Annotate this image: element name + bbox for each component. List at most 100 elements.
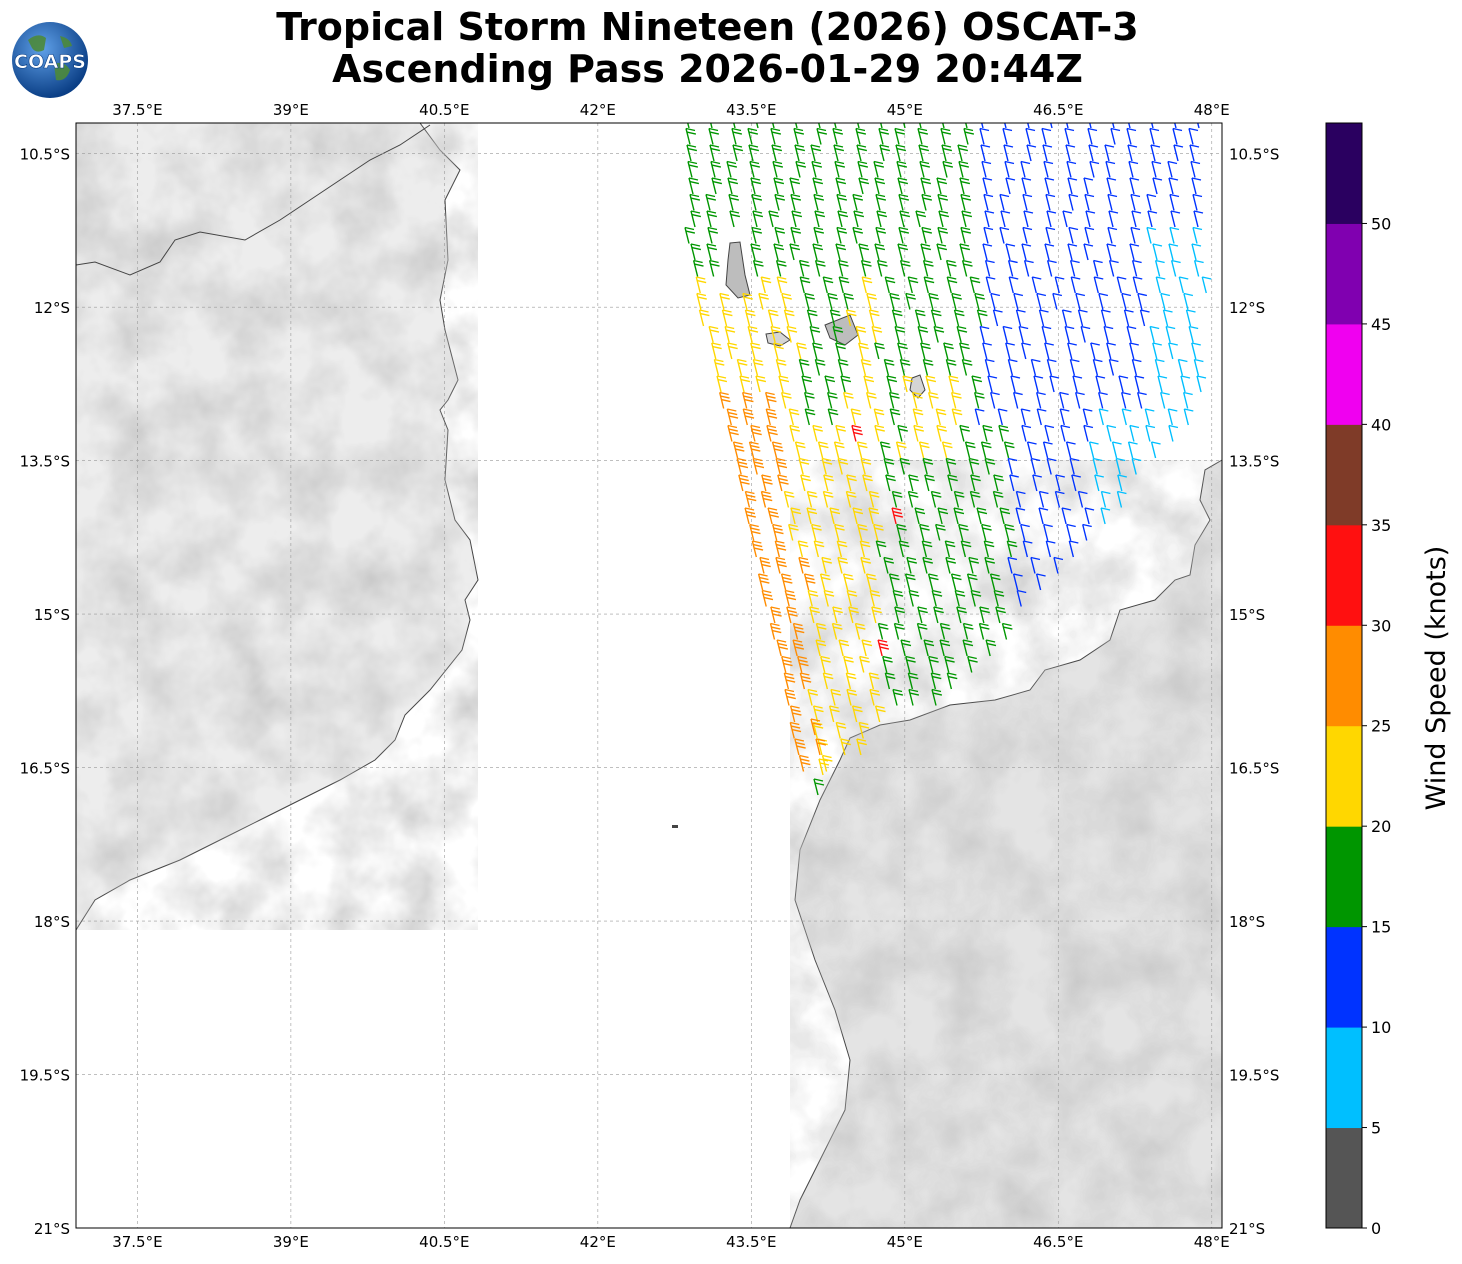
wind-barb	[687, 123, 690, 129]
wind-barb	[766, 424, 778, 442]
wind-barb	[724, 325, 736, 343]
wind-barb	[1020, 408, 1031, 426]
wind-barb	[784, 688, 796, 706]
wind-barb	[798, 754, 811, 772]
wind-barb	[812, 705, 824, 723]
wind-barb	[976, 507, 988, 525]
wind-barb	[920, 177, 932, 195]
wind-barb	[1008, 276, 1019, 294]
wind-barb	[892, 688, 904, 706]
wind-barb	[953, 507, 965, 525]
lat-tick-label-right: 19.5°S	[1229, 1067, 1279, 1085]
wind-barb	[1035, 391, 1046, 409]
wind-barb	[698, 309, 710, 327]
wind-barb	[1041, 127, 1052, 145]
wind-barb	[992, 309, 1003, 327]
wind-barb	[874, 177, 886, 195]
lon-tick-label-bottom: 40.5°E	[419, 1233, 469, 1251]
wind-barb	[835, 721, 847, 739]
wind-barb	[883, 457, 895, 475]
wind-barb	[942, 123, 945, 129]
wind-barb	[832, 606, 843, 624]
wind-barb	[911, 391, 923, 409]
wind-barb	[684, 226, 696, 244]
wind-barb	[1157, 375, 1168, 393]
wind-barb	[1178, 276, 1189, 294]
wind-barb	[1088, 441, 1099, 459]
wind-barb	[1107, 193, 1118, 211]
wind-barb	[1188, 127, 1199, 145]
wind-barb	[1012, 391, 1023, 409]
wind-barb	[1115, 457, 1126, 475]
wind-barb	[1070, 276, 1081, 294]
wind-barb	[1016, 589, 1027, 607]
wind-barb	[907, 672, 919, 690]
wind-barb	[1126, 127, 1137, 145]
wind-barb	[827, 292, 838, 310]
wind-barb	[970, 474, 981, 492]
wind-barb	[834, 123, 837, 129]
wind-barb	[789, 424, 800, 442]
wind-barb	[1023, 210, 1034, 228]
wind-barb	[1001, 622, 1013, 640]
wind-barb	[897, 177, 909, 195]
wind-barb	[855, 127, 867, 145]
chart-title-line-2: Ascending Pass 2026-01-29 20:44Z	[332, 47, 1083, 91]
colorbar-tick-label: 10	[1371, 1018, 1391, 1037]
wind-barb	[984, 210, 995, 228]
wind-barb	[806, 490, 818, 508]
wind-barb	[827, 408, 839, 426]
wind-barb	[1100, 309, 1111, 327]
wind-barb	[866, 292, 877, 310]
wind-barb	[883, 358, 895, 376]
wind-barb	[880, 123, 883, 129]
wind-barb	[939, 639, 951, 657]
colorbar-tick-label: 0	[1371, 1219, 1381, 1238]
wind-barb	[783, 490, 795, 508]
wind-barb	[957, 144, 969, 162]
wind-barb	[1182, 391, 1193, 409]
wind-barb	[744, 490, 757, 508]
wind-barb	[846, 474, 857, 492]
wind-barb	[783, 309, 795, 327]
wind-barb	[1065, 144, 1076, 162]
wind-barb	[959, 424, 970, 442]
wind-barb	[1045, 193, 1056, 211]
wind-barb	[824, 375, 836, 393]
wind-barb	[969, 490, 981, 508]
wind-barb	[1151, 160, 1162, 178]
wind-barb	[843, 292, 854, 310]
wind-barb	[1149, 127, 1160, 145]
wind-barb	[922, 259, 934, 277]
wind-barb	[858, 342, 869, 360]
chart-title-line-1: Tropical Storm Nineteen (2026) OSCAT-3	[276, 5, 1139, 49]
wind-barb	[818, 123, 821, 129]
wind-barb	[879, 144, 891, 162]
wind-barb	[1192, 193, 1203, 211]
wind-barb	[1093, 276, 1104, 294]
wind-barb	[760, 276, 772, 294]
wind-barb	[813, 226, 825, 244]
wind-barb	[797, 540, 809, 558]
wind-barb	[823, 589, 835, 607]
wind-barb	[1005, 342, 1015, 360]
wind-barb	[1005, 243, 1016, 261]
wind-barb	[835, 177, 847, 195]
wind-barb	[1180, 375, 1191, 393]
wind-barb	[882, 655, 893, 673]
wind-barb	[822, 490, 834, 508]
wind-barb	[925, 375, 937, 393]
wind-barb	[807, 589, 819, 607]
wind-barb	[928, 292, 939, 310]
wind-barb	[859, 540, 871, 558]
wind-barb	[840, 738, 851, 756]
wind-barb	[857, 523, 868, 541]
wind-barb	[835, 342, 846, 360]
wind-barb	[1064, 325, 1075, 343]
wind-barb	[922, 556, 934, 574]
wind-barb	[1185, 309, 1196, 327]
wind-barb	[958, 160, 970, 178]
wind-barb	[1152, 243, 1163, 261]
wind-barb	[915, 210, 927, 228]
wind-barb	[1026, 441, 1037, 459]
